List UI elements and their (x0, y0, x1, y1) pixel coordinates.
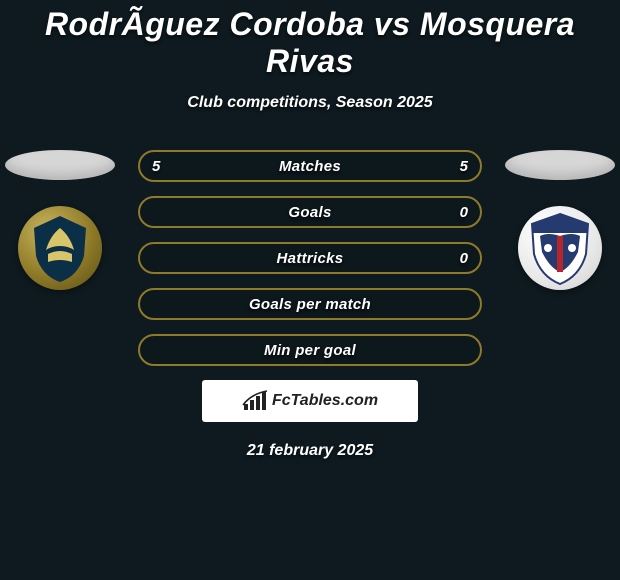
stats-list: 5 Matches 5 Goals 0 Hattricks 0 Goals pe… (138, 150, 482, 366)
club-badge-left (18, 206, 102, 290)
aguilas-doradas-icon (18, 206, 102, 290)
brand-box: FcTables.com (202, 380, 418, 422)
brand-text: FcTables.com (272, 392, 378, 410)
stat-row-min-per-goal: Min per goal (138, 334, 482, 366)
stat-label: Min per goal (140, 336, 480, 364)
comparison-infographic: RodrÃ­guez Cordoba vs Mosquera Rivas Clu… (0, 0, 620, 580)
stat-label: Goals per match (140, 290, 480, 318)
stat-row-goals: Goals 0 (138, 196, 482, 228)
stat-label: Matches (140, 152, 480, 180)
stat-row-goals-per-match: Goals per match (138, 288, 482, 320)
player-oval-right (505, 150, 615, 180)
date-text: 21 february 2025 (0, 442, 620, 460)
player-oval-left (5, 150, 115, 180)
stat-value-right: 0 (460, 244, 468, 272)
stat-row-hattricks: Hattricks 0 (138, 242, 482, 274)
page-subtitle: Club competitions, Season 2025 (0, 94, 620, 112)
fortaleza-ceif-icon (518, 206, 602, 290)
bar-chart-icon (242, 390, 268, 412)
stat-label: Goals (140, 198, 480, 226)
content-area: 5 Matches 5 Goals 0 Hattricks 0 Goals pe… (0, 150, 620, 460)
stat-value-right: 5 (460, 152, 468, 180)
club-badge-right (518, 206, 602, 290)
stat-row-matches: 5 Matches 5 (138, 150, 482, 182)
stat-label: Hattricks (140, 244, 480, 272)
page-title: RodrÃ­guez Cordoba vs Mosquera Rivas (0, 6, 620, 80)
stat-value-right: 0 (460, 198, 468, 226)
